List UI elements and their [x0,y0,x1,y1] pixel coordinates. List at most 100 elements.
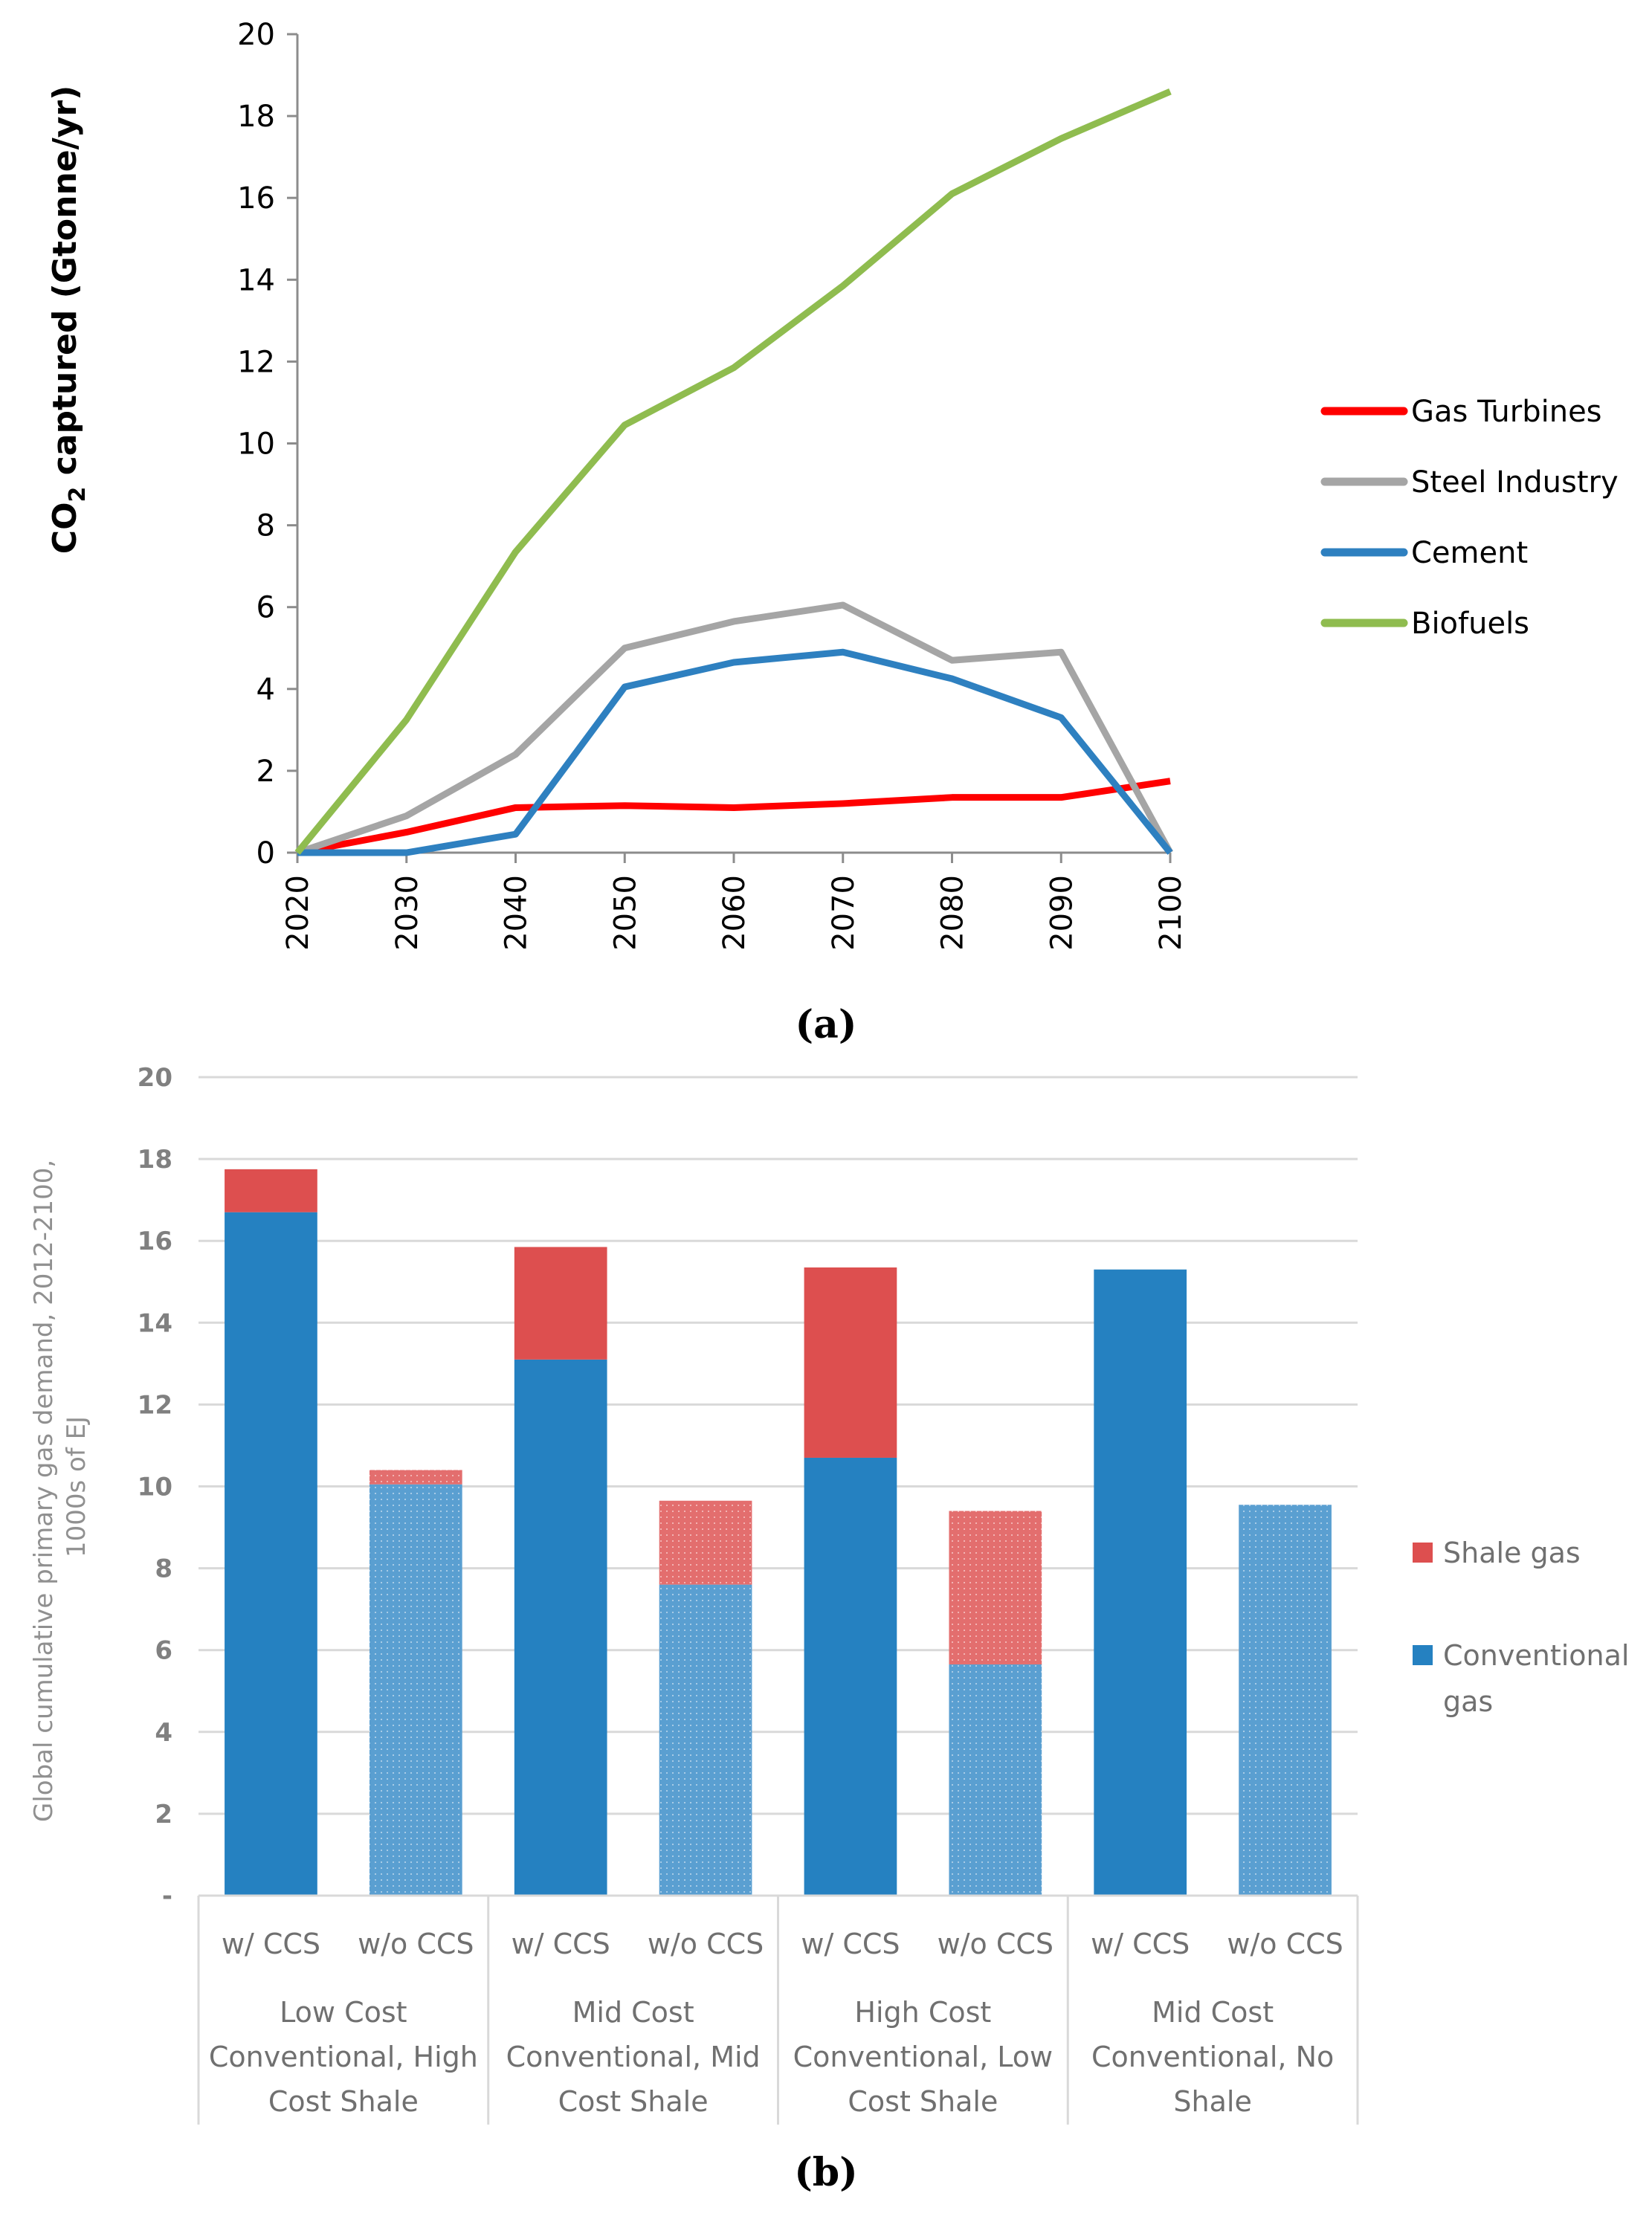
category-group-label: Conventional, No [1091,2041,1334,2073]
bar-conventional-gas [369,1484,462,1896]
y-tick-label: 14 [138,1308,172,1338]
category-group-label: Cost Shale [268,2085,419,2118]
bar-conventional-gas [225,1212,317,1896]
x-tick-label: 2100 [1154,875,1188,951]
y-axis-label-main: CO [46,503,84,555]
legend: Shale gas Conventional gas [1413,1537,1629,1718]
bar-shale-gas [804,1267,897,1458]
x-tick-label: 2020 [281,875,315,951]
x-tick-label: 2090 [1045,875,1079,951]
y-tick-label: 0 [256,836,275,871]
series-line-steel-industry [296,601,1173,856]
category-label: w/o CCS [358,1928,474,1960]
y-tick-label: - [162,1882,172,1911]
x-tick-label: 2080 [936,875,970,951]
y-axis-ticks: - 2 4 6 8 10 12 14 16 18 20 [138,1063,172,1911]
bar-conventional-gas [1094,1269,1187,1896]
panel-caption-a: (a) [796,1002,857,1047]
y-axis-label-line-1: Global cumulative primary gas demand, 20… [29,1160,59,1822]
y-tick-label: 16 [237,181,275,216]
category-group-label: Mid Cost [1152,1996,1274,2029]
y-axis-label-subscript: 2 [65,487,91,503]
bar-shale-gas [369,1470,462,1485]
legend-item: Conventional gas [1413,1639,1629,1718]
category-label: w/ CCS [512,1928,610,1960]
category-group-label: Low Cost [280,1996,407,2029]
y-tick-label: 2 [256,755,275,789]
y-axis-label-rest: captured (Gtonne/yr) [46,85,84,487]
legend-label: Gas Turbines [1411,395,1602,429]
y-tick-label: 18 [138,1145,172,1175]
category-label: w/o CCS [1227,1928,1343,1960]
legend-item: Biofuels [1320,607,1529,641]
category-group-label: Shale [1173,2085,1251,2118]
y-tick-label: 6 [256,591,275,625]
bars [225,1169,1332,1896]
y-tick-label: 8 [256,509,275,543]
legend-label: Cement [1411,536,1528,570]
bar-conventional-gas [949,1664,1042,1896]
legend: Gas Turbines Steel Industry Cement Biofuels [1320,395,1619,641]
y-tick-label: 18 [237,100,275,134]
y-tick-label: 12 [237,345,275,379]
series-line-gas-turbines [297,778,1171,856]
y-tick-label: 2 [155,1800,172,1829]
y-tick-label: 4 [256,673,275,707]
bar-conventional-gas [1239,1505,1332,1896]
y-axis-ticks: 0 2 4 6 8 10 12 14 16 18 20 [237,18,297,871]
x-tick-label: 2060 [717,875,752,951]
category-label: w/ CCS [222,1928,320,1960]
y-axis-label: CO2 captured (Gtonne/yr) [46,85,91,554]
legend-label: Conventional [1443,1639,1629,1672]
bar-chart-panel: - 2 4 6 8 10 12 14 16 18 20 w/ CCS w/o CCS w/ CCS w/o… [29,1063,1629,2195]
category-label: w/ CCS [1091,1928,1190,1960]
y-tick-label: 4 [155,1718,172,1748]
category-group-label: High Cost [854,1996,991,2029]
legend-item: Cement [1320,536,1528,570]
y-tick-label: 14 [237,263,275,297]
category-group-label: Cost Shale [558,2085,709,2118]
legend-item: Steel Industry [1320,465,1619,500]
category-group-label: Mid Cost [572,1996,694,2029]
category-group-label: Conventional, High [209,2041,478,2073]
x-tick-label: 2050 [608,875,642,951]
bar-conventional-gas [514,1359,607,1896]
y-tick-label: 10 [138,1473,172,1502]
x-axis-ticks: 2020 2030 2040 2050 2060 2070 2080 2090 2100 [281,853,1188,951]
y-tick-label: 20 [138,1063,172,1093]
legend-item: Shale gas [1413,1537,1581,1569]
legend-swatch [1413,1645,1433,1665]
legend-label: Steel Industry [1411,465,1619,500]
y-tick-label: 6 [155,1636,172,1666]
category-label: w/ CCS [801,1928,900,1960]
x-tick-label: 2070 [827,875,861,951]
bar-shale-gas [949,1511,1042,1664]
x-tick-label: 2040 [500,875,534,951]
bar-shale-gas [514,1247,607,1360]
y-tick-label: 8 [155,1554,172,1584]
y-tick-label: 12 [138,1390,172,1420]
category-label: w/o CCS [648,1928,764,1960]
bar-conventional-gas [804,1457,897,1896]
legend-label: Shale gas [1443,1537,1581,1569]
y-tick-label: 16 [138,1227,172,1256]
category-axis: w/ CCS w/o CCS w/ CCS w/o CCS w/ CCS w/o CCS w… [197,1894,1359,2125]
category-label: w/o CCS [938,1928,1054,1960]
x-tick-label: 2030 [390,875,425,951]
bar-shale-gas [225,1169,317,1212]
legend-swatch [1413,1543,1433,1563]
series-lines [294,88,1173,856]
panel-caption-b: (b) [794,2150,858,2195]
y-tick-label: 20 [237,18,275,52]
bar-shale-gas [659,1500,752,1585]
bar-conventional-gas [659,1584,752,1896]
y-axis-label: Global cumulative primary gas demand, 20… [29,1152,91,1822]
category-group-label: Conventional, Low [793,2041,1053,2073]
legend-label: gas [1443,1685,1493,1718]
y-axis-label-line-2: 1000s of EJ [62,1416,91,1557]
series-line-biofuels [294,88,1172,855]
legend-item: Gas Turbines [1320,395,1602,429]
category-group-label: Conventional, Mid [506,2041,761,2073]
